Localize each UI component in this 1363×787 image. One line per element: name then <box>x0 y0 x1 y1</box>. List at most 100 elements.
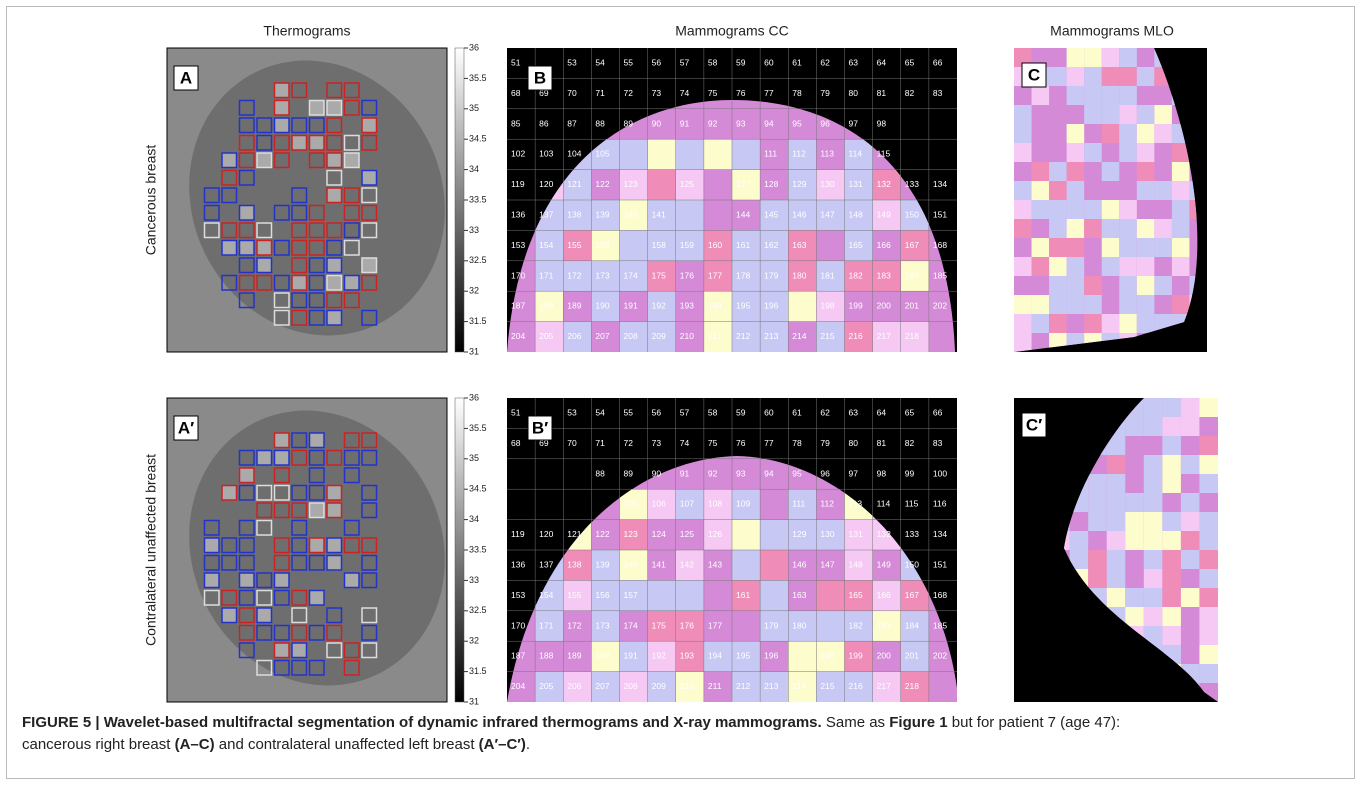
segment-cell <box>647 169 676 200</box>
segment-cell <box>732 580 761 611</box>
cell-number: 129 <box>792 179 806 189</box>
cell-number: 182 <box>849 620 863 630</box>
cell-number: 111 <box>792 499 805 509</box>
cell-number: 85 <box>511 118 521 128</box>
cell-number: 62 <box>820 57 830 67</box>
cell-number: 217 <box>877 681 891 691</box>
segment-box <box>291 589 308 606</box>
segment-cell <box>535 671 564 702</box>
segment-box <box>221 607 238 624</box>
segment-cell <box>844 641 873 672</box>
segment-cell <box>619 641 648 672</box>
segment-box <box>273 239 290 256</box>
cell-number: 185 <box>933 270 947 280</box>
cell-number: 57 <box>680 57 690 67</box>
cell-number: 65 <box>905 407 915 417</box>
segment-box <box>203 187 220 204</box>
segment-cell <box>788 139 817 170</box>
cell-number: 51 <box>511 57 521 67</box>
segment-box <box>291 432 308 449</box>
cell-number: 193 <box>680 301 694 311</box>
cell-number: 163 <box>792 240 806 250</box>
cell-number: 123 <box>624 529 638 539</box>
colorbar-tick-label: 33.5 <box>469 194 487 204</box>
segment-cell <box>1154 181 1172 200</box>
cell-number: 91 <box>680 468 690 478</box>
segment-box <box>291 607 308 624</box>
segment-box <box>238 239 255 256</box>
segment-box <box>343 537 360 554</box>
segment-cell <box>1119 257 1137 276</box>
segment-cell <box>1069 550 1089 569</box>
cell-number: 70 <box>567 88 577 98</box>
segment-cell <box>844 230 873 261</box>
cell-number: 161 <box>736 590 750 600</box>
cell-number: 96 <box>820 118 830 128</box>
cell-number: 76 <box>736 438 746 448</box>
segment-cell <box>1049 276 1067 295</box>
segment-box <box>308 309 325 326</box>
segment-box <box>361 117 378 134</box>
segment-cell <box>816 610 845 642</box>
cell-number: 59 <box>736 57 746 67</box>
cell-number: 102 <box>511 149 525 159</box>
cell-number: 61 <box>792 57 802 67</box>
segment-cell <box>535 610 564 642</box>
segment-cell <box>1136 67 1155 86</box>
segment-box <box>308 204 325 221</box>
segment-box <box>203 589 220 606</box>
segment-cell <box>1136 105 1155 124</box>
cell-number: 66 <box>933 407 943 417</box>
cell-number: 208 <box>624 331 638 341</box>
segment-box <box>238 222 255 239</box>
cell-number: 74 <box>680 88 690 98</box>
segment-cell <box>872 200 901 231</box>
segment-cell <box>872 580 901 611</box>
segment-cell <box>732 519 761 550</box>
segment-cell <box>1066 67 1085 86</box>
cell-number: 72 <box>624 438 634 448</box>
segment-box <box>308 222 325 239</box>
segment-cell <box>1014 181 1032 200</box>
cell-number: 216 <box>849 681 863 691</box>
segment-box <box>326 134 343 151</box>
segment-cell <box>591 550 620 581</box>
segment-cell <box>1119 219 1137 238</box>
segment-cell <box>1014 48 1032 67</box>
cell-number: 132 <box>877 529 891 539</box>
colorbar-tick-label: 31 <box>469 696 479 705</box>
segment-cell <box>1084 219 1102 238</box>
segment-box <box>273 624 290 641</box>
segment-cell <box>1084 295 1102 314</box>
cell-number: 140 <box>624 559 638 569</box>
cell-number: 59 <box>736 407 746 417</box>
cell-number: 125 <box>680 179 694 189</box>
cell-number: 176 <box>680 270 694 280</box>
segment-box <box>291 292 308 309</box>
cell-number: 188 <box>539 301 553 311</box>
cell-number: 147 <box>820 209 834 219</box>
segment-cell <box>1066 48 1085 67</box>
cell-number: 138 <box>567 559 581 569</box>
segment-cell <box>535 291 564 322</box>
segment-cell <box>1101 86 1120 105</box>
segment-box <box>343 642 360 659</box>
cell-number: 201 <box>905 651 919 661</box>
segment-cell <box>1171 238 1190 257</box>
cell-number: 161 <box>736 240 750 250</box>
segment-cell <box>1049 295 1067 314</box>
segment-cell <box>619 671 648 702</box>
segment-box <box>308 467 325 484</box>
segment-box <box>221 537 238 554</box>
segment-cell <box>1199 531 1218 550</box>
cell-number: 179 <box>764 620 778 630</box>
cell-number: 155 <box>567 590 581 600</box>
segment-box <box>291 659 308 676</box>
segment-box <box>273 484 290 501</box>
colorbar-tick-label: 34.5 <box>469 484 487 494</box>
segment-cell <box>1143 550 1163 569</box>
segment-box <box>326 554 343 571</box>
colorbar-tick-label: 33 <box>469 225 479 235</box>
segment-cell <box>1031 257 1050 276</box>
segment-cell <box>872 169 901 200</box>
